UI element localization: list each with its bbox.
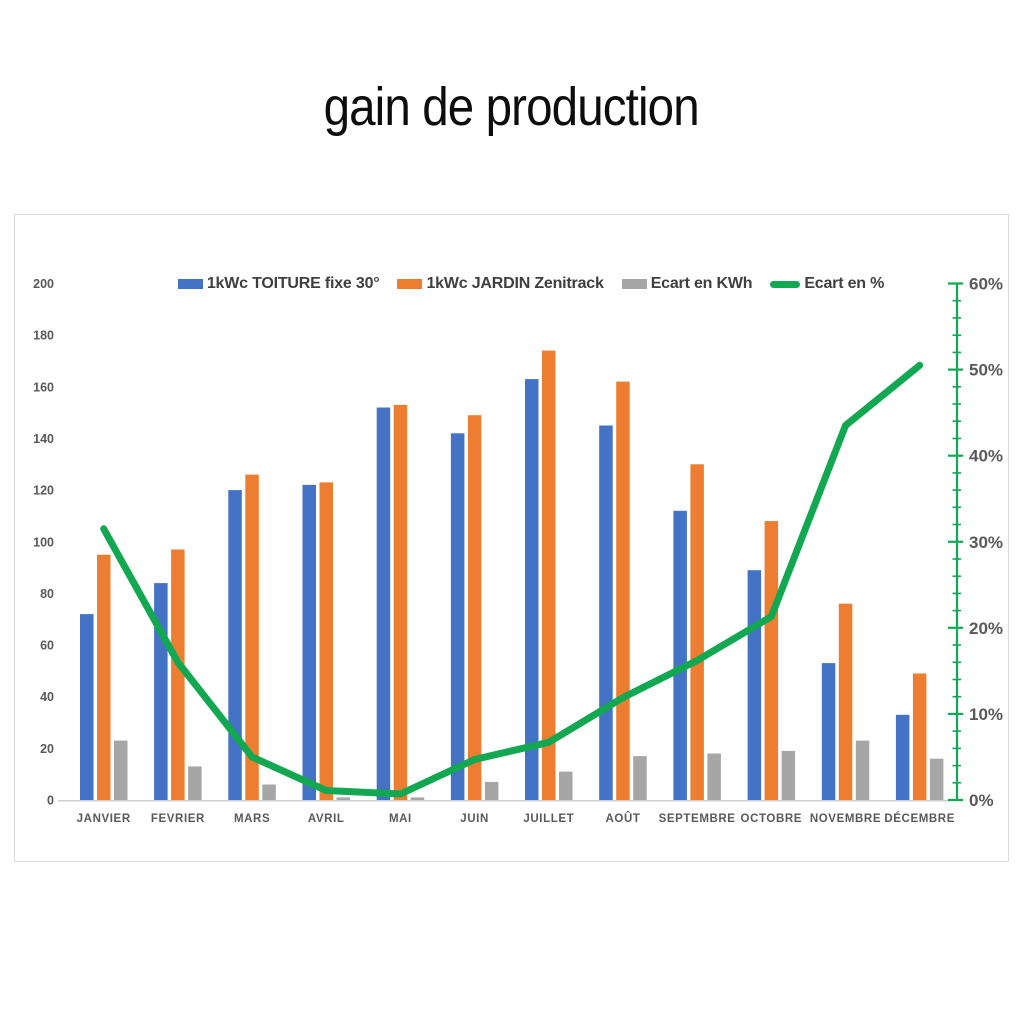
category-label-ao-t: AOÛT: [606, 812, 641, 825]
category-label-mars: MARS: [234, 813, 270, 825]
chart-title: gain de production: [323, 77, 700, 137]
bar-1kwc-jardin-zenitrack-juillet: [542, 350, 556, 800]
category-label-juin: JUIN: [460, 813, 489, 825]
legend-swatch-1kwc-toiture-fixe-30: [177, 279, 203, 289]
left-axis-tick-label: 120: [33, 484, 54, 498]
category-label-fevrier: FEVRIER: [151, 813, 205, 825]
bar-1kwc-jardin-zenitrack-mars: [245, 474, 259, 800]
left-axis-tick-label: 80: [40, 587, 54, 601]
bar-1kwc-jardin-zenitrack-mai: [393, 404, 408, 800]
bar-1kwc-jardin-zenitrack-juin: [467, 415, 482, 800]
category-label-janvier: JANVIER: [77, 813, 131, 825]
bar-1kwc-toiture-fixe-30-ao-t: [599, 425, 613, 800]
bar-1kwc-jardin-zenitrack-ao-t: [616, 381, 630, 800]
left-axis-tick-label: 0: [47, 794, 54, 808]
category-label-octobre: OCTOBRE: [741, 813, 803, 825]
legend-line-swatch-ecart-en: [770, 280, 801, 288]
category-label-novembre: NOVEMBRE: [810, 813, 881, 825]
bar-ecart-en-kwh-novembre: [855, 740, 870, 800]
right-axis-tick-label: 30%: [969, 533, 1003, 552]
category-label-d-cembre: DÉCEMBRE: [884, 812, 955, 825]
bar-1kwc-toiture-fixe-30-novembre: [821, 663, 836, 800]
left-axis-tick-label: 200: [33, 277, 54, 291]
right-axis-tick-label: 0%: [969, 791, 994, 810]
bar-1kwc-jardin-zenitrack-septembre: [690, 464, 704, 800]
left-axis-tick-label: 160: [33, 380, 54, 394]
right-axis-tick-label: 20%: [969, 619, 1003, 638]
legend-item-1kwc-jardin-zenitrack: 1kWc JARDIN Zenitrack: [397, 275, 604, 293]
right-axis-tick-label: 50%: [969, 361, 1003, 380]
bar-ecart-en-kwh-d-cembre: [929, 758, 944, 800]
bar-ecart-en-kwh-janvier: [114, 740, 128, 800]
left-axis-tick-label: 40: [40, 690, 54, 704]
category-label-mai: MAI: [389, 813, 412, 825]
bar-1kwc-toiture-fixe-30-fevrier: [154, 583, 168, 800]
bar-ecart-en-kwh-juillet: [559, 771, 573, 800]
bar-ecart-en-kwh-avril: [336, 797, 350, 800]
right-axis-tick-label: 40%: [969, 447, 1003, 466]
bar-ecart-en-kwh-fevrier: [188, 766, 202, 800]
right-axis-tick-label: 60%: [969, 275, 1003, 294]
left-axis-tick-label: 180: [33, 329, 54, 343]
category-label-avril: AVRIL: [308, 813, 345, 825]
bar-ecart-en-kwh-ao-t: [633, 756, 647, 800]
bar-ecart-en-kwh-septembre: [707, 753, 721, 800]
legend-item-ecart-en: Ecart en %: [770, 275, 884, 293]
bar-1kwc-jardin-zenitrack-fevrier: [171, 549, 185, 800]
bar-1kwc-jardin-zenitrack-octobre: [764, 521, 779, 800]
bar-ecart-en-kwh-octobre: [781, 750, 796, 800]
left-axis-tick-label: 20: [40, 742, 54, 756]
bar-1kwc-toiture-fixe-30-mai: [376, 407, 391, 800]
legend-label: Ecart en %: [804, 275, 885, 292]
left-axis-tick-label: 140: [33, 432, 54, 446]
bar-1kwc-toiture-fixe-30-juin: [450, 433, 465, 800]
bar-1kwc-jardin-zenitrack-novembre: [838, 603, 853, 800]
legend-swatch-ecart-en-kwh: [621, 279, 647, 289]
bar-1kwc-toiture-fixe-30-octobre: [747, 570, 762, 800]
bar-1kwc-toiture-fixe-30-septembre: [673, 510, 687, 800]
bar-1kwc-toiture-fixe-30-mars: [228, 490, 242, 800]
category-label-septembre: SEPTEMBRE: [659, 813, 736, 825]
bar-1kwc-jardin-zenitrack-d-cembre: [912, 673, 927, 800]
right-axis-tick-label: 10%: [969, 705, 1003, 724]
legend-swatch-1kwc-jardin-zenitrack: [397, 279, 423, 289]
bar-ecart-en-kwh-juin: [484, 781, 499, 800]
line-ecart-en: [100, 361, 924, 798]
category-label-juillet: JUILLET: [523, 813, 574, 825]
legend-label: 1kWc TOITURE fixe 30°: [206, 275, 380, 292]
bar-ecart-en-kwh-mai: [410, 797, 425, 800]
bar-1kwc-toiture-fixe-30-janvier: [80, 614, 94, 800]
left-axis-tick-label: 60: [40, 639, 54, 653]
bar-1kwc-jardin-zenitrack-avril: [319, 482, 333, 800]
legend-item-ecart-en-kwh: Ecart en KWh: [621, 275, 753, 293]
legend: 1kWc TOITURE fixe 30° 1kWc JARDIN Zenitra…: [34, 275, 1024, 293]
bar-1kwc-jardin-zenitrack-janvier: [97, 554, 111, 800]
bar-1kwc-toiture-fixe-30-juillet: [525, 379, 539, 800]
bar-ecart-en-kwh-mars: [262, 784, 276, 800]
legend-label: 1kWc JARDIN Zenitrack: [426, 275, 604, 292]
bar-1kwc-toiture-fixe-30-avril: [302, 484, 316, 800]
legend-label: Ecart en KWh: [650, 275, 753, 292]
bar-1kwc-toiture-fixe-30-d-cembre: [895, 714, 910, 800]
legend-item-1kwc-toiture-fixe-30: 1kWc TOITURE fixe 30°: [177, 275, 380, 293]
left-axis-tick-label: 100: [33, 535, 54, 549]
